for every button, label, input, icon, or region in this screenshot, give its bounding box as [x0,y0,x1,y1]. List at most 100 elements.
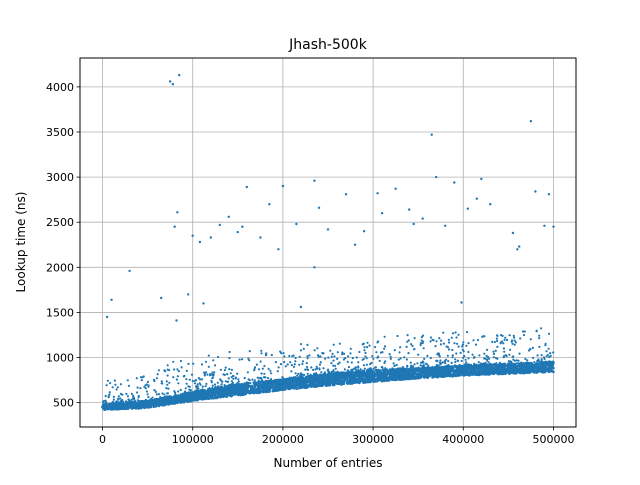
data-point [532,347,534,349]
data-point [288,355,290,357]
data-point [309,374,311,376]
data-point [136,403,139,406]
data-point [537,358,539,360]
data-point [417,372,420,375]
data-point [241,358,243,360]
data-point [103,403,105,405]
data-point [343,378,346,381]
data-point [339,362,341,364]
data-point [152,404,155,407]
data-point [511,343,513,345]
data-point [420,344,422,346]
data-point [294,360,296,362]
data-point [462,372,465,375]
data-point [492,372,495,375]
data-point [197,394,200,397]
data-point [524,358,526,360]
data-point [163,369,165,371]
data-point [467,372,470,375]
data-point [488,358,490,360]
data-point [331,353,333,355]
data-point [416,367,418,369]
data-point [266,383,269,386]
data-point [339,378,342,381]
data-point [257,380,259,382]
data-point [188,399,191,402]
data-point [201,363,203,365]
data-point [145,384,147,386]
data-point [226,373,228,375]
data-point [343,375,346,378]
data-point [211,387,213,389]
data-point [156,393,158,395]
data-point [478,361,480,363]
data-point [203,393,206,396]
data-point [274,383,277,386]
data-point [212,385,214,387]
data-point [329,377,332,380]
data-point [145,387,147,389]
data-point [102,401,104,403]
data-point [543,364,546,367]
data-point [408,339,410,341]
data-point [254,379,256,381]
data-point [177,390,179,392]
data-point [363,343,365,345]
data-point [448,339,450,341]
data-point [231,369,233,371]
data-point [498,369,501,372]
data-point [285,365,287,367]
data-point [420,362,422,364]
data-point [405,374,408,377]
data-point [488,370,491,373]
data-point [540,327,542,329]
data-point [194,380,196,382]
data-point [306,355,308,357]
data-point [438,368,441,371]
data-point [236,393,239,396]
data-point [238,380,240,382]
data-point [379,370,382,373]
data-point [244,393,247,396]
data-point [509,349,511,351]
data-point [233,389,236,392]
data-point [283,384,286,387]
data-point [328,383,331,386]
data-point [217,385,219,387]
data-point [532,357,534,359]
data-point [324,379,327,382]
data-point [276,379,278,381]
data-point [206,374,208,376]
data-point [455,331,457,333]
data-point [180,360,182,362]
data-point [423,372,426,375]
data-point [255,391,258,394]
data-point [384,345,386,347]
data-point [301,363,303,365]
data-point [461,345,463,347]
data-point [172,402,175,405]
data-point [143,404,146,407]
data-point [320,361,322,363]
data-point [489,363,491,365]
data-point [225,390,228,393]
data-point [496,338,498,340]
data-point [310,382,313,385]
data-point [274,386,277,389]
data-point [220,369,222,371]
data-point [185,387,187,389]
data-point [158,393,160,395]
data-point [413,348,415,350]
data-point [229,351,231,353]
data-point [483,369,486,372]
data-point [222,373,224,375]
data-point [531,363,534,366]
data-point [457,370,460,373]
data-point [118,395,120,397]
data-point [206,390,209,393]
data-point [352,357,354,359]
data-point [381,374,384,377]
data-point [451,373,454,376]
data-point [248,359,250,361]
